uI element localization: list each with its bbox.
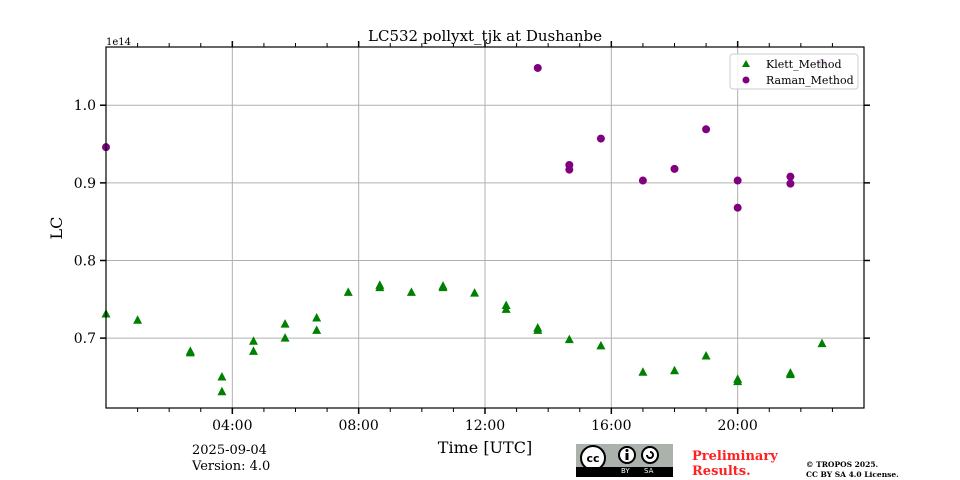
klett-point	[501, 304, 511, 313]
klett-point	[280, 319, 290, 328]
legend-klett-marker	[742, 60, 750, 67]
x-axis-label: Time [UTC]	[438, 438, 532, 457]
klett-point	[280, 333, 290, 342]
sa-label: SA	[644, 467, 654, 475]
by-label: BY	[621, 467, 630, 475]
copyright-notice: © TROPOS 2025. CC BY SA 4.0 License.	[806, 460, 899, 480]
klett-point	[312, 325, 322, 334]
x-tick-label: 08:00	[338, 418, 378, 434]
y-tick-label: 0.8	[74, 253, 96, 269]
klett-point	[817, 338, 827, 348]
preliminary-line-2: Results.	[692, 464, 751, 479]
raman-point	[786, 179, 795, 188]
klett-point	[733, 376, 743, 386]
share-alike-icon	[646, 451, 654, 459]
y-scale-label: 1e14	[106, 37, 131, 48]
raman-point	[702, 125, 711, 134]
preliminary-line-1: Preliminary	[692, 449, 778, 464]
raman-point	[565, 165, 574, 174]
cc-license-badge: cc BY SA	[576, 444, 673, 477]
copyright-line-2: CC BY SA 4.0 License.	[806, 470, 899, 479]
plot-frame	[105, 46, 865, 409]
raman-point	[786, 172, 795, 181]
klett-point	[670, 365, 679, 375]
y-axis-label: LC	[47, 217, 66, 240]
raman-point	[533, 63, 542, 72]
cc-icon: cc	[586, 452, 599, 465]
x-tick-label: 04:00	[212, 418, 252, 434]
klett-point	[785, 369, 795, 379]
klett-point	[638, 367, 648, 376]
klett-point	[406, 287, 416, 296]
copyright-line-1: © TROPOS 2025.	[806, 460, 879, 469]
person-icon	[625, 453, 629, 460]
klett-point	[312, 312, 322, 322]
klett-point	[564, 334, 574, 344]
meta-info: 2025-09-04 Version: 4.0	[192, 443, 270, 475]
raman-point	[733, 176, 742, 185]
klett-point	[185, 347, 195, 357]
x-tick-label: 16:00	[591, 418, 631, 434]
klett-point	[596, 340, 606, 350]
klett-point	[133, 315, 143, 324]
y-tick-label: 0.7	[74, 331, 96, 347]
klett-point	[248, 346, 258, 355]
raman-point	[638, 176, 647, 185]
date-label: 2025-09-04	[192, 443, 267, 458]
version-label: Version: 4.0	[192, 459, 271, 474]
preliminary-results-label: Preliminary Results.	[692, 449, 778, 479]
legend-raman-marker	[742, 76, 750, 84]
klett-point	[217, 386, 227, 396]
legend-label: Raman_Method	[766, 74, 854, 87]
x-tick-label: 20:00	[717, 418, 757, 434]
klett-point	[533, 325, 543, 334]
raman-point	[596, 134, 605, 143]
klett-point	[438, 282, 448, 292]
y-tick-label: 0.9	[74, 176, 96, 192]
klett-point	[248, 336, 258, 345]
klett-point	[343, 287, 353, 296]
legend-box	[729, 53, 859, 90]
legend-label: Klett_Method	[766, 58, 842, 71]
klett-point	[701, 350, 711, 360]
klett-point	[217, 371, 227, 381]
klett-point	[375, 282, 385, 292]
y-tick-label: 1.0	[74, 98, 96, 114]
klett-point	[470, 288, 480, 297]
x-tick-label: 12:00	[465, 418, 505, 434]
raman-point	[733, 203, 742, 212]
chart-title: LC532 pollyxt_tjk at Dushanbe	[368, 27, 602, 45]
raman-point	[670, 164, 679, 173]
